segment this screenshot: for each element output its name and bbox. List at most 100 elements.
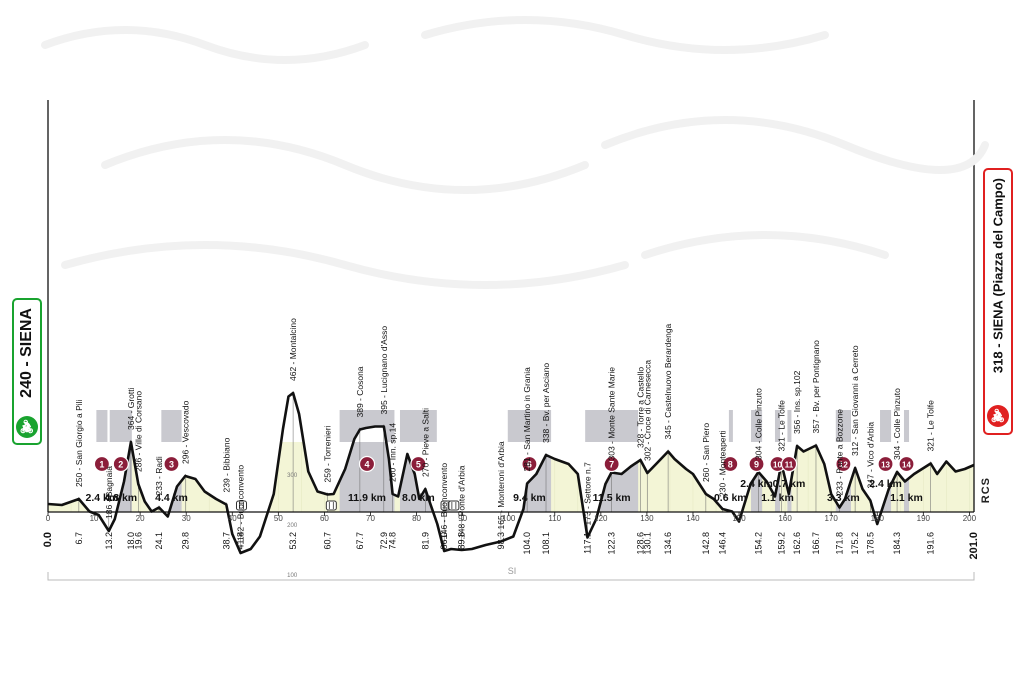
waypoint-label: 286 - Ville di Corsano (133, 391, 143, 472)
waypoint-label: 173 - Settore n.7 (582, 462, 592, 526)
waypoint-label: 260 - San Piero (701, 423, 711, 482)
km-tick-label: 40 (228, 514, 237, 523)
sector-length: 4.8 km (104, 492, 137, 504)
sprint-marker-icon (325, 500, 337, 511)
waypoint-labels: 250 - San Giorgio a Pili 186 - Bagnaia 364… (74, 318, 936, 541)
sector-length: 0.6 km (714, 492, 747, 504)
elevation-area (48, 393, 974, 553)
km-tick-label: 10 (90, 514, 99, 523)
waypoint-label: 146 - Buonconvento (439, 463, 449, 539)
waypoint-label: 239 - Bibbiano (221, 437, 231, 492)
sector-length: 3.3 km (827, 492, 860, 504)
waypoint-label: 356 - Ins. sp.102 (792, 370, 802, 434)
waypoint-label: 364 - Grotti (126, 387, 136, 430)
sector-length: 8.0 km (402, 492, 435, 504)
sector-number: 4 (365, 460, 370, 470)
start-label: 240 - SIENA 🚴︎ (12, 298, 42, 445)
elevation-scale-label: 100 (287, 573, 298, 579)
sector-badge (603, 455, 620, 473)
sector-badges: 1 2 3 4 5 6 7 8 9 10 11 12 13 14 (93, 455, 915, 473)
sector-badge (410, 455, 427, 473)
waypoint-label: 142 - Buonconvento (236, 465, 246, 541)
sector-badge (722, 455, 739, 473)
km-tick-label: 160 (778, 514, 792, 523)
km-tick-label: 200 (963, 514, 977, 523)
waypoint-distance: 166.7 (811, 532, 821, 555)
waypoint-distance: 18.0 (126, 532, 136, 550)
waypoint-distance: 72.9 (379, 532, 389, 550)
waypoint-distance: 86.0 (439, 532, 449, 550)
waypoint-label: 186 - Bagnaia (104, 466, 114, 519)
waypoint-distance: 175.2 (850, 532, 860, 555)
km-tick-label: 80 (412, 514, 421, 523)
sector-length: 2.4 km (740, 478, 773, 490)
waypoint-distances: 6.7 13.2 18.019.6 24.1 29.8 38.7 41.8 53.2 60.7 6… (74, 532, 936, 555)
sector-length: 1.1 km (761, 492, 794, 504)
sector-length: 11.9 km (348, 492, 386, 504)
km-tick-label: 120 (594, 514, 608, 523)
waypoint-label: 230 - Monteaperti (717, 430, 727, 497)
sector-badge (93, 455, 111, 473)
sector-badge (112, 455, 129, 473)
sprint-markers (235, 500, 460, 511)
waypoint-distance: 159.2 (776, 532, 786, 555)
waypoint-label: 148 - Ponte d'Arbia (457, 465, 467, 538)
sector-badge (163, 455, 180, 473)
waypoint-distance: 81.9 (420, 532, 430, 550)
sector-badge (521, 455, 538, 473)
waypoint-distance: 154.2 (753, 532, 763, 555)
waypoint-label: 233 - Radi (154, 456, 164, 495)
waypoint-label: 260 - Inn. sp.14 (388, 423, 398, 482)
waypoint-label: 304 - Colle Pinzuto (892, 388, 902, 460)
waypoint-distance: 74.8 (388, 532, 398, 550)
waypoint-distance: 104.0 (522, 532, 532, 555)
sector-number: 3 (169, 460, 174, 470)
waypoint-distance: 89.8 (457, 532, 467, 550)
elevation-scale-label: 200 (287, 523, 298, 529)
km-tick-label: 20 (136, 514, 145, 523)
km-axis: 0 10 20 30 40 50 60 70 80 90 100 110 120 130 140 150 160… (46, 512, 977, 523)
category-bracket (47, 572, 975, 581)
waypoint-distance: 108.1 (541, 532, 551, 555)
waypoint-distance: 130.1 (642, 532, 652, 555)
category-label: SI (508, 566, 517, 576)
waypoint-distance: 98.3 (496, 532, 506, 550)
start-name: SIENA (18, 308, 35, 357)
start-distance: 0.0 (42, 532, 54, 547)
waypoint-distance: 146.4 (717, 532, 727, 555)
cyclist-icon: 🚴︎ (16, 416, 38, 438)
sector-length: 4.4 km (155, 492, 188, 504)
waypoint-distance: 178.5 (865, 532, 875, 555)
waypoint-distance: 38.7 (221, 532, 231, 550)
km-tick-label: 30 (182, 514, 191, 523)
sector-length: 11.5 km (593, 492, 631, 504)
waypoint-label: 389 - Cosona (355, 366, 365, 417)
sprint-marker-icon (448, 500, 460, 511)
finish-subtitle: (Piazza del Campo) (990, 178, 1006, 297)
waypoint-distance: 162.6 (792, 532, 802, 555)
sector-number: 14 (902, 461, 911, 470)
organizer-logo: RCS (980, 477, 992, 504)
sector-number: 7 (609, 460, 614, 470)
sector-length: 2.4 km (869, 478, 902, 490)
waypoint-label: 270 - Pieve a Salti (420, 408, 430, 477)
km-tick-label: 90 (458, 514, 467, 523)
waypoint-distance: 191.6 (926, 532, 936, 555)
sector-badge (898, 455, 915, 473)
waypoint-distance: 60.7 (323, 532, 333, 550)
waypoint-label: 312 - San Giovanni a Cerreto (850, 345, 860, 456)
waypoint-distance: 41.8 (236, 532, 246, 550)
sector-number: 8 (728, 460, 733, 470)
sector-length: 2.4 km (86, 492, 119, 504)
waypoint-label: 321 - Le Tolfe (776, 400, 786, 452)
km-tick-label: 60 (320, 514, 329, 523)
waypoint-distance: 134.6 (663, 532, 673, 555)
km-tick-label: 110 (548, 514, 561, 523)
waypoint-label: 321 - Le Tolfe (926, 400, 936, 452)
sector-number: 1 (99, 460, 104, 470)
sector-badge (835, 455, 852, 473)
waypoint-distance: 128.6 (635, 532, 645, 555)
waypoint-label: 233 - Ponte a Bozzone (834, 409, 844, 496)
waypoint-label: 250 - San Giorgio a Pili (74, 399, 84, 487)
